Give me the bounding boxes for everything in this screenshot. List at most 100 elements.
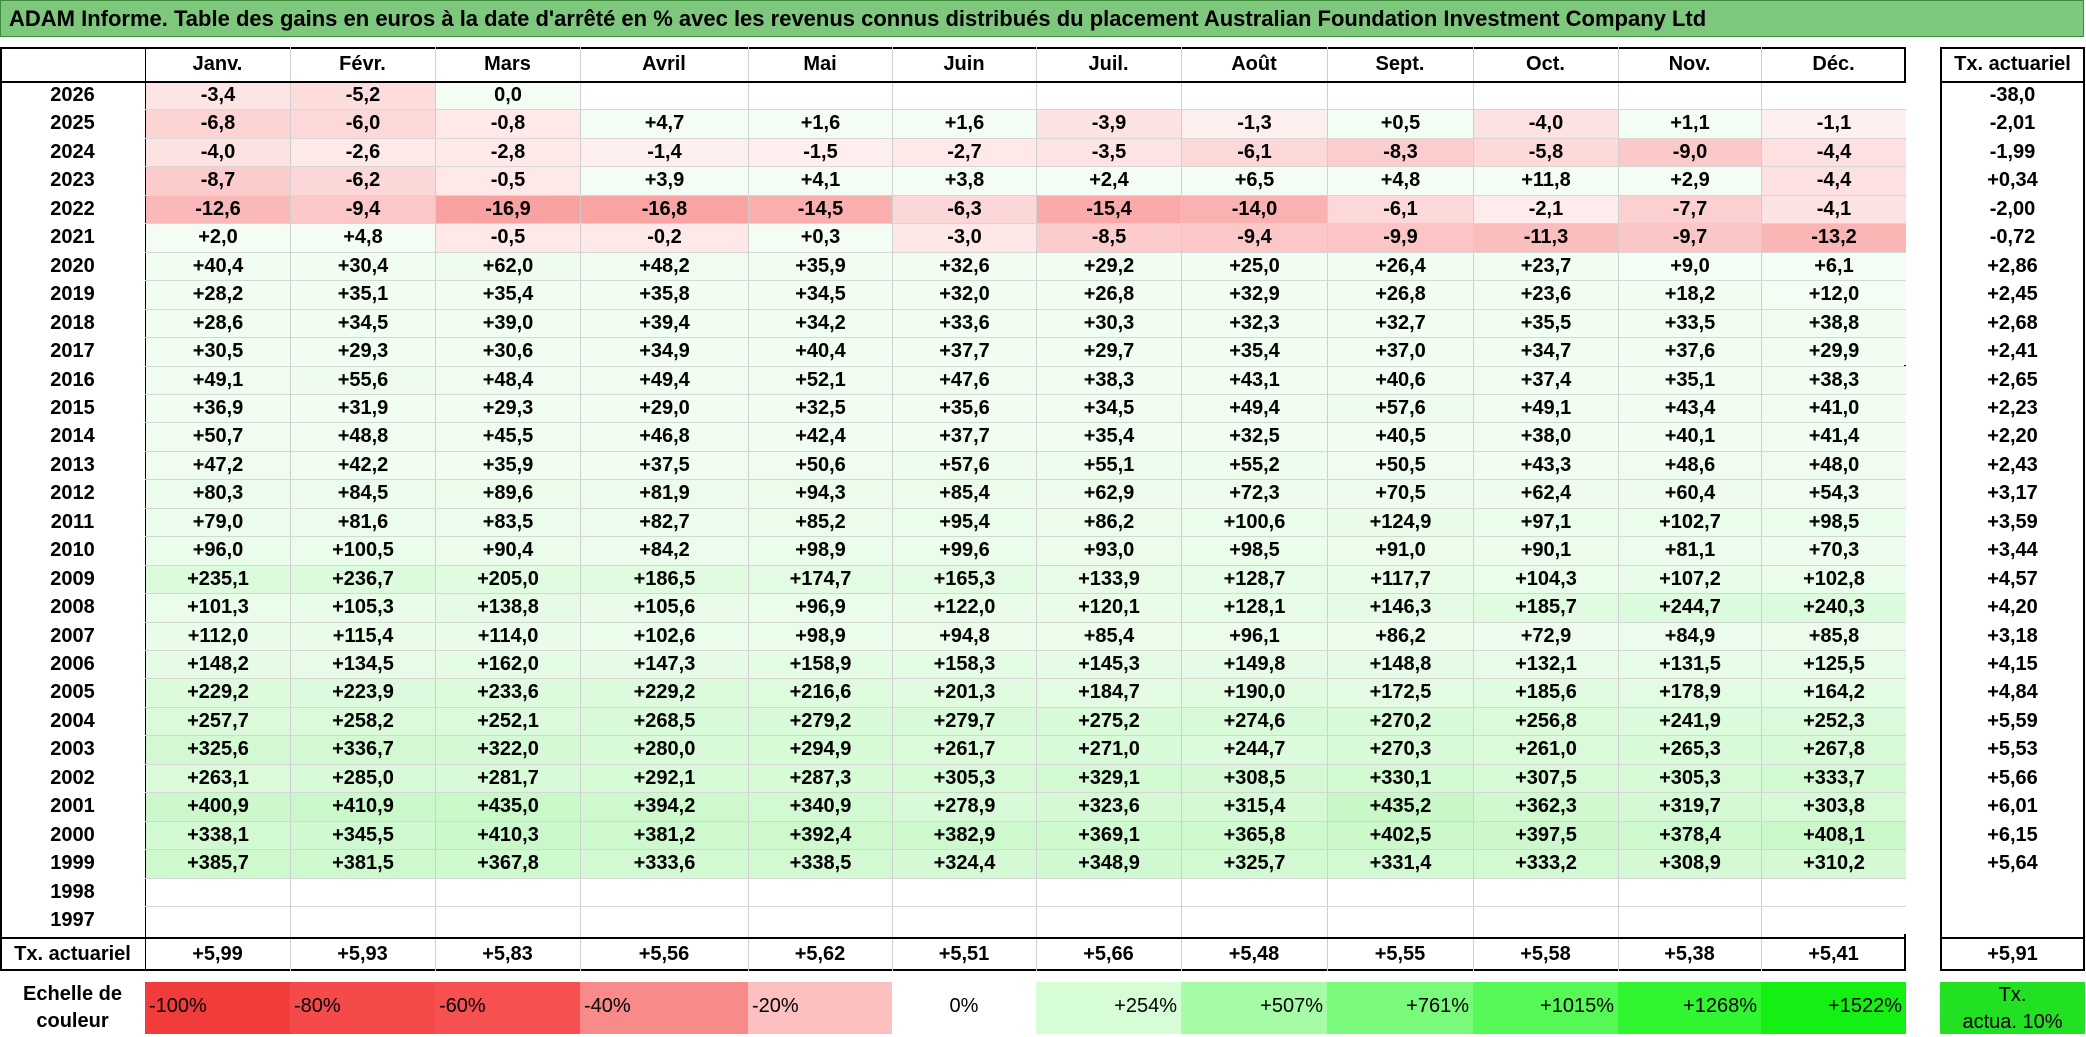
rate-cell: +2,86: [1987, 254, 2038, 277]
grid-line: [145, 223, 1906, 225]
color-scale-swatch: -80%: [290, 982, 435, 1034]
table-cell: +35,4: [1182, 338, 1327, 366]
month-header: Nov.: [1668, 53, 1711, 75]
table-cell: +37,6: [1619, 338, 1761, 366]
table-cell: -4,0: [146, 138, 290, 167]
table-cell: +35,1: [291, 281, 435, 309]
grid-line: [145, 564, 1906, 566]
rate-cell: +2,20: [1987, 425, 2038, 448]
table-cell: +378,4: [1619, 821, 1761, 850]
table-cell: -0,2: [581, 224, 748, 252]
table-cell: +241,9: [1619, 707, 1761, 736]
table-cell: +34,5: [1037, 394, 1181, 423]
table-cell: +400,9: [146, 793, 290, 821]
table-cell: +336,7: [291, 736, 435, 764]
table-cell: +319,7: [1619, 793, 1761, 821]
table-cell: +37,5: [581, 451, 748, 480]
table-cell: +310,2: [1762, 850, 1906, 878]
table-cell: [1182, 907, 1327, 935]
table-cell: +240,3: [1762, 594, 1906, 622]
color-scale-swatch: +254%: [1036, 982, 1181, 1034]
year-label: 2019: [50, 283, 95, 306]
table-cell: +185,7: [1474, 594, 1618, 622]
rate-cell: +4,57: [1987, 567, 2038, 590]
table-cell: +3,9: [581, 167, 748, 195]
table-cell: +40,1: [1619, 423, 1761, 451]
grid-line: [145, 194, 1906, 196]
year-label: 2009: [50, 567, 95, 590]
color-scale-swatch: -20%: [748, 982, 892, 1034]
rate-cell: +4,84: [1987, 681, 2038, 704]
month-header: Août: [1231, 53, 1277, 75]
rate-cell: [1940, 878, 2085, 906]
year-label: 2007: [50, 624, 95, 647]
table-cell: +4,8: [291, 224, 435, 252]
rate-cell: -1,99: [1989, 140, 2036, 163]
table-cell: -0,5: [436, 224, 580, 252]
table-cell: +47,6: [893, 366, 1036, 394]
table-cell: -8,5: [1037, 224, 1181, 252]
table-cell: +184,7: [1037, 679, 1181, 707]
table-cell: +131,5: [1619, 651, 1761, 679]
table-cell: +274,6: [1182, 707, 1327, 736]
year-label: 1999: [50, 852, 95, 875]
year-label: 2001: [50, 795, 95, 818]
table-cell: -9,9: [1328, 224, 1473, 252]
table-cell: +2,0: [146, 224, 290, 252]
table-cell: +128,1: [1182, 594, 1327, 622]
grid-line: [145, 166, 1906, 168]
table-cell: +235,1: [146, 565, 290, 594]
table-cell: +435,0: [436, 793, 580, 821]
table-cell: +49,1: [146, 366, 290, 394]
table-cell: +48,6: [1619, 451, 1761, 480]
table-cell: +55,6: [291, 366, 435, 394]
table-cell: [1762, 82, 1906, 110]
table-cell: +43,1: [1182, 366, 1327, 394]
table-cell: +307,5: [1474, 764, 1618, 793]
table-cell: +252,3: [1762, 707, 1906, 736]
table-cell: +32,0: [893, 281, 1036, 309]
table-cell: +100,5: [291, 537, 435, 565]
color-scale-swatch: -100%: [145, 982, 290, 1034]
table-cell: [146, 878, 290, 907]
table-cell: +0,3: [749, 224, 892, 252]
color-scale-swatch: +507%: [1181, 982, 1327, 1034]
table-cell: +62,9: [1037, 480, 1181, 508]
table-cell: -13,2: [1762, 224, 1906, 252]
color-scale-swatch: +1522%: [1761, 982, 1906, 1034]
table-cell: +408,1: [1762, 821, 1906, 850]
table-cell: +96,1: [1182, 622, 1327, 650]
table-cell: +367,8: [436, 850, 580, 878]
table-cell: +86,2: [1328, 622, 1473, 650]
table-cell: +120,1: [1037, 594, 1181, 622]
rate-cell: -2,01: [1989, 112, 2036, 135]
year-label: 2003: [50, 738, 95, 761]
table-cell: +52,1: [749, 366, 892, 394]
table-cell: +0,5: [1328, 110, 1473, 138]
table-cell: +35,4: [436, 281, 580, 309]
table-cell: +279,7: [893, 707, 1036, 736]
table-cell: +85,4: [893, 480, 1036, 508]
year-label: 2002: [50, 766, 95, 789]
grid-line: [145, 678, 1906, 680]
table-cell: +36,9: [146, 394, 290, 423]
grid-line: [145, 877, 1906, 879]
footer-cell: +5,56: [638, 943, 690, 965]
table-cell: [749, 82, 892, 110]
table-cell: -1,1: [1762, 110, 1906, 138]
table-cell: +11,8: [1474, 167, 1618, 195]
table-cell: -1,3: [1182, 110, 1327, 138]
table-cell: +38,0: [1474, 423, 1618, 451]
table-cell: +33,5: [1619, 309, 1761, 338]
grid-line: [145, 849, 1906, 851]
table-cell: +365,8: [1182, 821, 1327, 850]
table-cell: +165,3: [893, 565, 1036, 594]
table-cell: +81,9: [581, 480, 748, 508]
table-cell: +94,8: [893, 622, 1036, 650]
table-cell: +35,1: [1619, 366, 1761, 394]
table-cell: -11,3: [1474, 224, 1618, 252]
table-cell: +89,6: [436, 480, 580, 508]
table-cell: +35,6: [893, 394, 1036, 423]
table-cell: -4,4: [1762, 138, 1906, 167]
table-cell: +55,1: [1037, 451, 1181, 480]
